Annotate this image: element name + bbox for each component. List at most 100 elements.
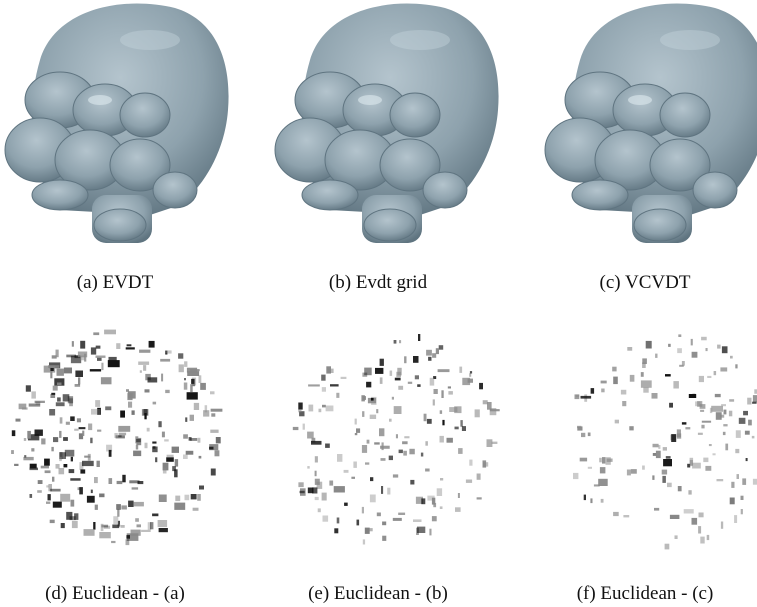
difference-speck bbox=[487, 402, 492, 410]
difference-speck bbox=[59, 457, 62, 461]
skull-render bbox=[5, 4, 229, 243]
difference-speck bbox=[90, 369, 101, 371]
difference-speck bbox=[161, 374, 163, 382]
difference-speck bbox=[315, 497, 319, 500]
difference-speck bbox=[184, 361, 187, 367]
difference-speck bbox=[641, 380, 652, 387]
difference-speck bbox=[729, 399, 734, 402]
difference-speck bbox=[577, 426, 582, 430]
difference-speck bbox=[69, 469, 75, 473]
difference-speck bbox=[136, 439, 141, 442]
difference-speck bbox=[739, 418, 746, 424]
difference-speck bbox=[139, 350, 150, 353]
difference-speck bbox=[746, 458, 748, 461]
difference-speck bbox=[458, 448, 463, 454]
difference-speck bbox=[101, 363, 103, 370]
difference-speck bbox=[699, 376, 704, 382]
difference-speck bbox=[389, 419, 392, 422]
difference-speck bbox=[684, 509, 694, 513]
difference-speck bbox=[14, 464, 18, 466]
difference-speck bbox=[321, 375, 325, 381]
difference-speck bbox=[35, 401, 45, 403]
difference-speck bbox=[656, 451, 661, 458]
difference-speck bbox=[356, 428, 360, 433]
difference-speck bbox=[731, 482, 734, 488]
difference-speck bbox=[703, 458, 708, 463]
difference-speck bbox=[84, 456, 90, 458]
difference-speck bbox=[52, 477, 54, 482]
difference-speck bbox=[298, 409, 301, 412]
difference-speck bbox=[303, 424, 305, 430]
difference-speck bbox=[80, 341, 85, 349]
difference-speck bbox=[122, 475, 125, 483]
difference-speck bbox=[185, 495, 190, 501]
difference-speck bbox=[336, 393, 339, 398]
difference-speck bbox=[432, 353, 436, 358]
difference-speck bbox=[80, 469, 85, 473]
difference-speck bbox=[477, 474, 481, 480]
difference-speck bbox=[483, 400, 488, 404]
difference-speck bbox=[427, 419, 432, 424]
difference-speck bbox=[95, 400, 100, 407]
difference-speck bbox=[735, 364, 737, 368]
difference-speck bbox=[721, 522, 723, 529]
difference-speck bbox=[460, 420, 462, 427]
difference-speck bbox=[455, 427, 459, 430]
difference-speck bbox=[99, 532, 111, 538]
difference-speck bbox=[678, 334, 681, 337]
difference-speck bbox=[197, 494, 201, 501]
difference-speck bbox=[51, 393, 55, 395]
difference-speck bbox=[729, 411, 732, 417]
difference-speck bbox=[402, 441, 408, 444]
difference-speck bbox=[418, 334, 420, 341]
difference-speck bbox=[325, 444, 330, 448]
difference-speck bbox=[380, 446, 390, 449]
difference-speck bbox=[613, 512, 619, 516]
difference-speck bbox=[66, 355, 76, 358]
difference-speck bbox=[735, 449, 739, 453]
difference-speck bbox=[437, 488, 442, 496]
difference-speck bbox=[326, 406, 334, 412]
difference-maps bbox=[11, 330, 757, 550]
difference-speck bbox=[74, 513, 78, 520]
difference-speck bbox=[357, 520, 360, 526]
difference-speck bbox=[380, 359, 384, 366]
difference-speck bbox=[174, 503, 185, 510]
difference-speck bbox=[477, 497, 482, 499]
difference-speck bbox=[101, 524, 104, 531]
difference-speck bbox=[330, 384, 339, 386]
difference-speck bbox=[410, 480, 414, 485]
difference-speck bbox=[663, 447, 667, 451]
difference-speck bbox=[390, 371, 393, 376]
difference-speck bbox=[646, 341, 652, 349]
difference-speck bbox=[60, 494, 70, 502]
difference-speck bbox=[376, 409, 378, 413]
difference-speck bbox=[191, 494, 197, 499]
difference-speck bbox=[322, 387, 326, 392]
difference-speck bbox=[97, 358, 102, 361]
difference-speck bbox=[165, 350, 171, 353]
difference-speck bbox=[57, 369, 64, 376]
difference-speck bbox=[26, 385, 31, 391]
difference-speck bbox=[663, 459, 672, 466]
difference-speck bbox=[375, 368, 383, 374]
difference-speck bbox=[458, 493, 460, 498]
difference-speck bbox=[641, 372, 644, 377]
difference-speck bbox=[80, 356, 85, 361]
difference-speck bbox=[24, 455, 26, 457]
difference-speck bbox=[365, 528, 370, 534]
difference-speck bbox=[662, 470, 667, 475]
difference-speck bbox=[470, 371, 472, 373]
difference-speck bbox=[425, 441, 428, 446]
difference-speck bbox=[75, 384, 81, 387]
difference-speck bbox=[654, 508, 659, 511]
difference-speck bbox=[627, 347, 632, 351]
difference-speck bbox=[190, 415, 194, 421]
difference-speck bbox=[128, 501, 134, 507]
difference-speck bbox=[627, 470, 631, 476]
difference-speck bbox=[97, 430, 101, 432]
difference-speck bbox=[48, 494, 51, 500]
difference-speck bbox=[328, 369, 334, 373]
difference-speck bbox=[104, 330, 116, 335]
difference-speck bbox=[652, 475, 654, 480]
